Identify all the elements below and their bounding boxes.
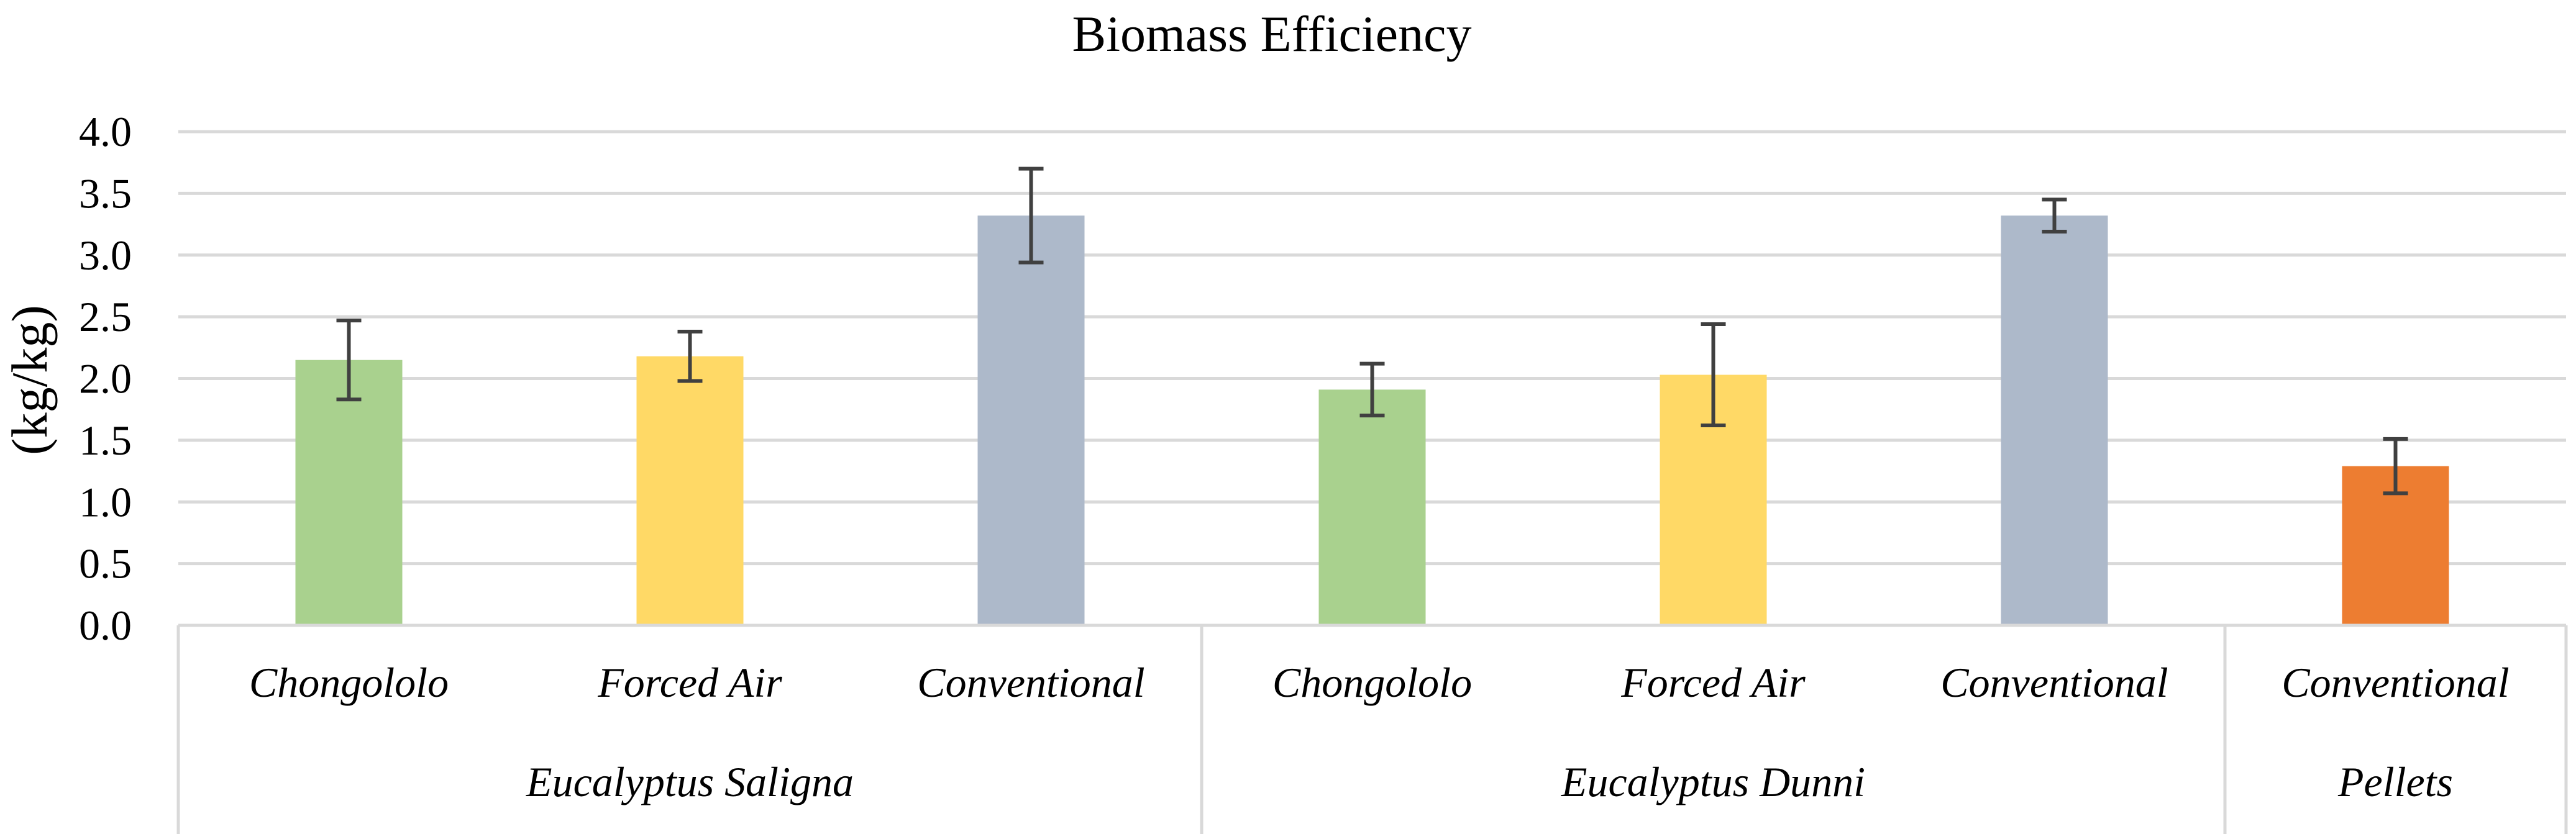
category-label: Conventional xyxy=(1940,659,2168,706)
group-label: Pellets xyxy=(2337,758,2453,805)
category-label: Chongololo xyxy=(249,659,449,706)
y-tick-label: 1.5 xyxy=(79,417,132,464)
group-label: Eucalyptus Saligna xyxy=(526,758,854,805)
y-tick-label: 4.0 xyxy=(79,108,132,155)
bar xyxy=(636,356,744,625)
group-label: Eucalyptus Dunni xyxy=(1561,758,1865,805)
category-labels: Chongololo Forced Air Conventional Chongolo… xyxy=(249,659,2510,706)
chart-title: Biomass Efficiency xyxy=(1072,6,1472,62)
x-axis-frame xyxy=(176,623,2568,834)
bar xyxy=(977,215,1085,625)
category-label: Chongololo xyxy=(1272,659,1472,706)
y-tick-label: 1.0 xyxy=(79,478,132,525)
category-label: Forced Air xyxy=(1620,659,1806,706)
y-tick-label: 2.0 xyxy=(79,355,132,402)
error-bars xyxy=(336,166,2408,496)
category-label: Forced Air xyxy=(597,659,782,706)
bar xyxy=(1318,389,1426,625)
y-tick-label: 3.0 xyxy=(79,232,132,279)
category-label: Conventional xyxy=(917,659,1144,706)
y-tick-label: 3.5 xyxy=(79,170,132,217)
category-label: Conventional xyxy=(2281,659,2509,706)
y-tick-label: 0.0 xyxy=(79,602,132,649)
group-labels: Eucalyptus Saligna Eucalyptus Dunni Pellet… xyxy=(526,758,2453,805)
bars xyxy=(295,215,2449,625)
bar xyxy=(2001,215,2108,625)
bar xyxy=(295,360,403,625)
y-tick-label: 0.5 xyxy=(79,540,132,587)
y-axis-label: (kg/kg) xyxy=(1,305,58,455)
y-tick-label: 2.5 xyxy=(79,293,132,340)
y-tick-labels: 0.0 0.5 1.0 1.5 2.0 2.5 3.0 3.5 4.0 xyxy=(79,108,132,649)
